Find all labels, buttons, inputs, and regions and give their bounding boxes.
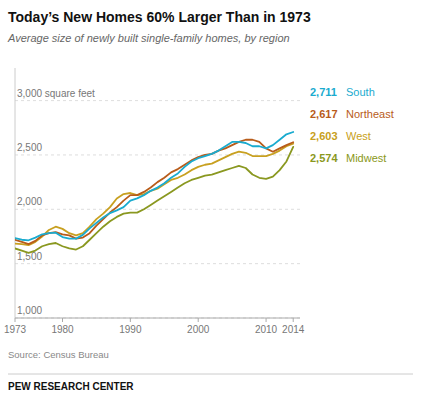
x-tick — [62, 318, 63, 322]
x-tick-label: 1990 — [119, 324, 142, 335]
grid — [15, 101, 300, 318]
separator — [8, 374, 413, 375]
x-tick-label: 2014 — [282, 324, 305, 335]
legend-label: Northeast — [346, 108, 394, 120]
background — [0, 0, 421, 408]
x-axis-line — [15, 318, 300, 319]
series-line — [15, 132, 293, 240]
y-tick-label: 2,500 — [17, 142, 42, 153]
x-tick-label: 2010 — [255, 324, 278, 335]
x-tick — [266, 318, 267, 322]
grid-line — [15, 318, 300, 319]
legend-value: 2,617 — [310, 108, 338, 120]
series-line — [15, 140, 293, 244]
brand: PEW RESEARCH CENTER — [8, 381, 134, 392]
chart-container: Today’s New Homes 60% Larger Than in 197… — [0, 0, 421, 408]
legend-value: 2,603 — [310, 130, 338, 142]
subtitle: Average size of newly built single-famil… — [7, 32, 290, 44]
series-line — [15, 147, 293, 253]
source: Source: Census Bureau — [8, 349, 109, 360]
x-tick — [130, 318, 131, 322]
grid-line — [15, 100, 300, 101]
legend-label: South — [346, 86, 375, 98]
x-tick-label: 1980 — [51, 324, 74, 335]
chart-svg: Today’s New Homes 60% Larger Than in 197… — [0, 0, 421, 408]
legend-value: 2,711 — [310, 86, 337, 98]
grid-line — [15, 209, 300, 210]
x-tick — [293, 318, 294, 322]
data-lines — [15, 132, 293, 253]
series-line — [15, 144, 293, 245]
x-tick — [15, 318, 16, 322]
legend: 2,711 South 2,617 Northeast 2,603 West 2,574 Mi… — [310, 86, 394, 164]
x-tick — [198, 318, 199, 322]
grid-line — [15, 263, 300, 264]
y-axis-line — [15, 68, 16, 318]
y-tick-label: 3,000 square feet — [17, 88, 95, 99]
legend-value: 2,574 — [310, 152, 338, 164]
legend-label: Midwest — [346, 152, 386, 164]
legend-label: West — [346, 130, 371, 142]
y-tick-label: 2,000 — [17, 196, 42, 207]
x-tick-label: 2000 — [187, 324, 210, 335]
y-tick-label: 1,000 — [17, 305, 42, 316]
x-tick-label: 1973 — [4, 324, 27, 335]
title: Today’s New Homes 60% Larger Than in 197… — [8, 9, 311, 25]
